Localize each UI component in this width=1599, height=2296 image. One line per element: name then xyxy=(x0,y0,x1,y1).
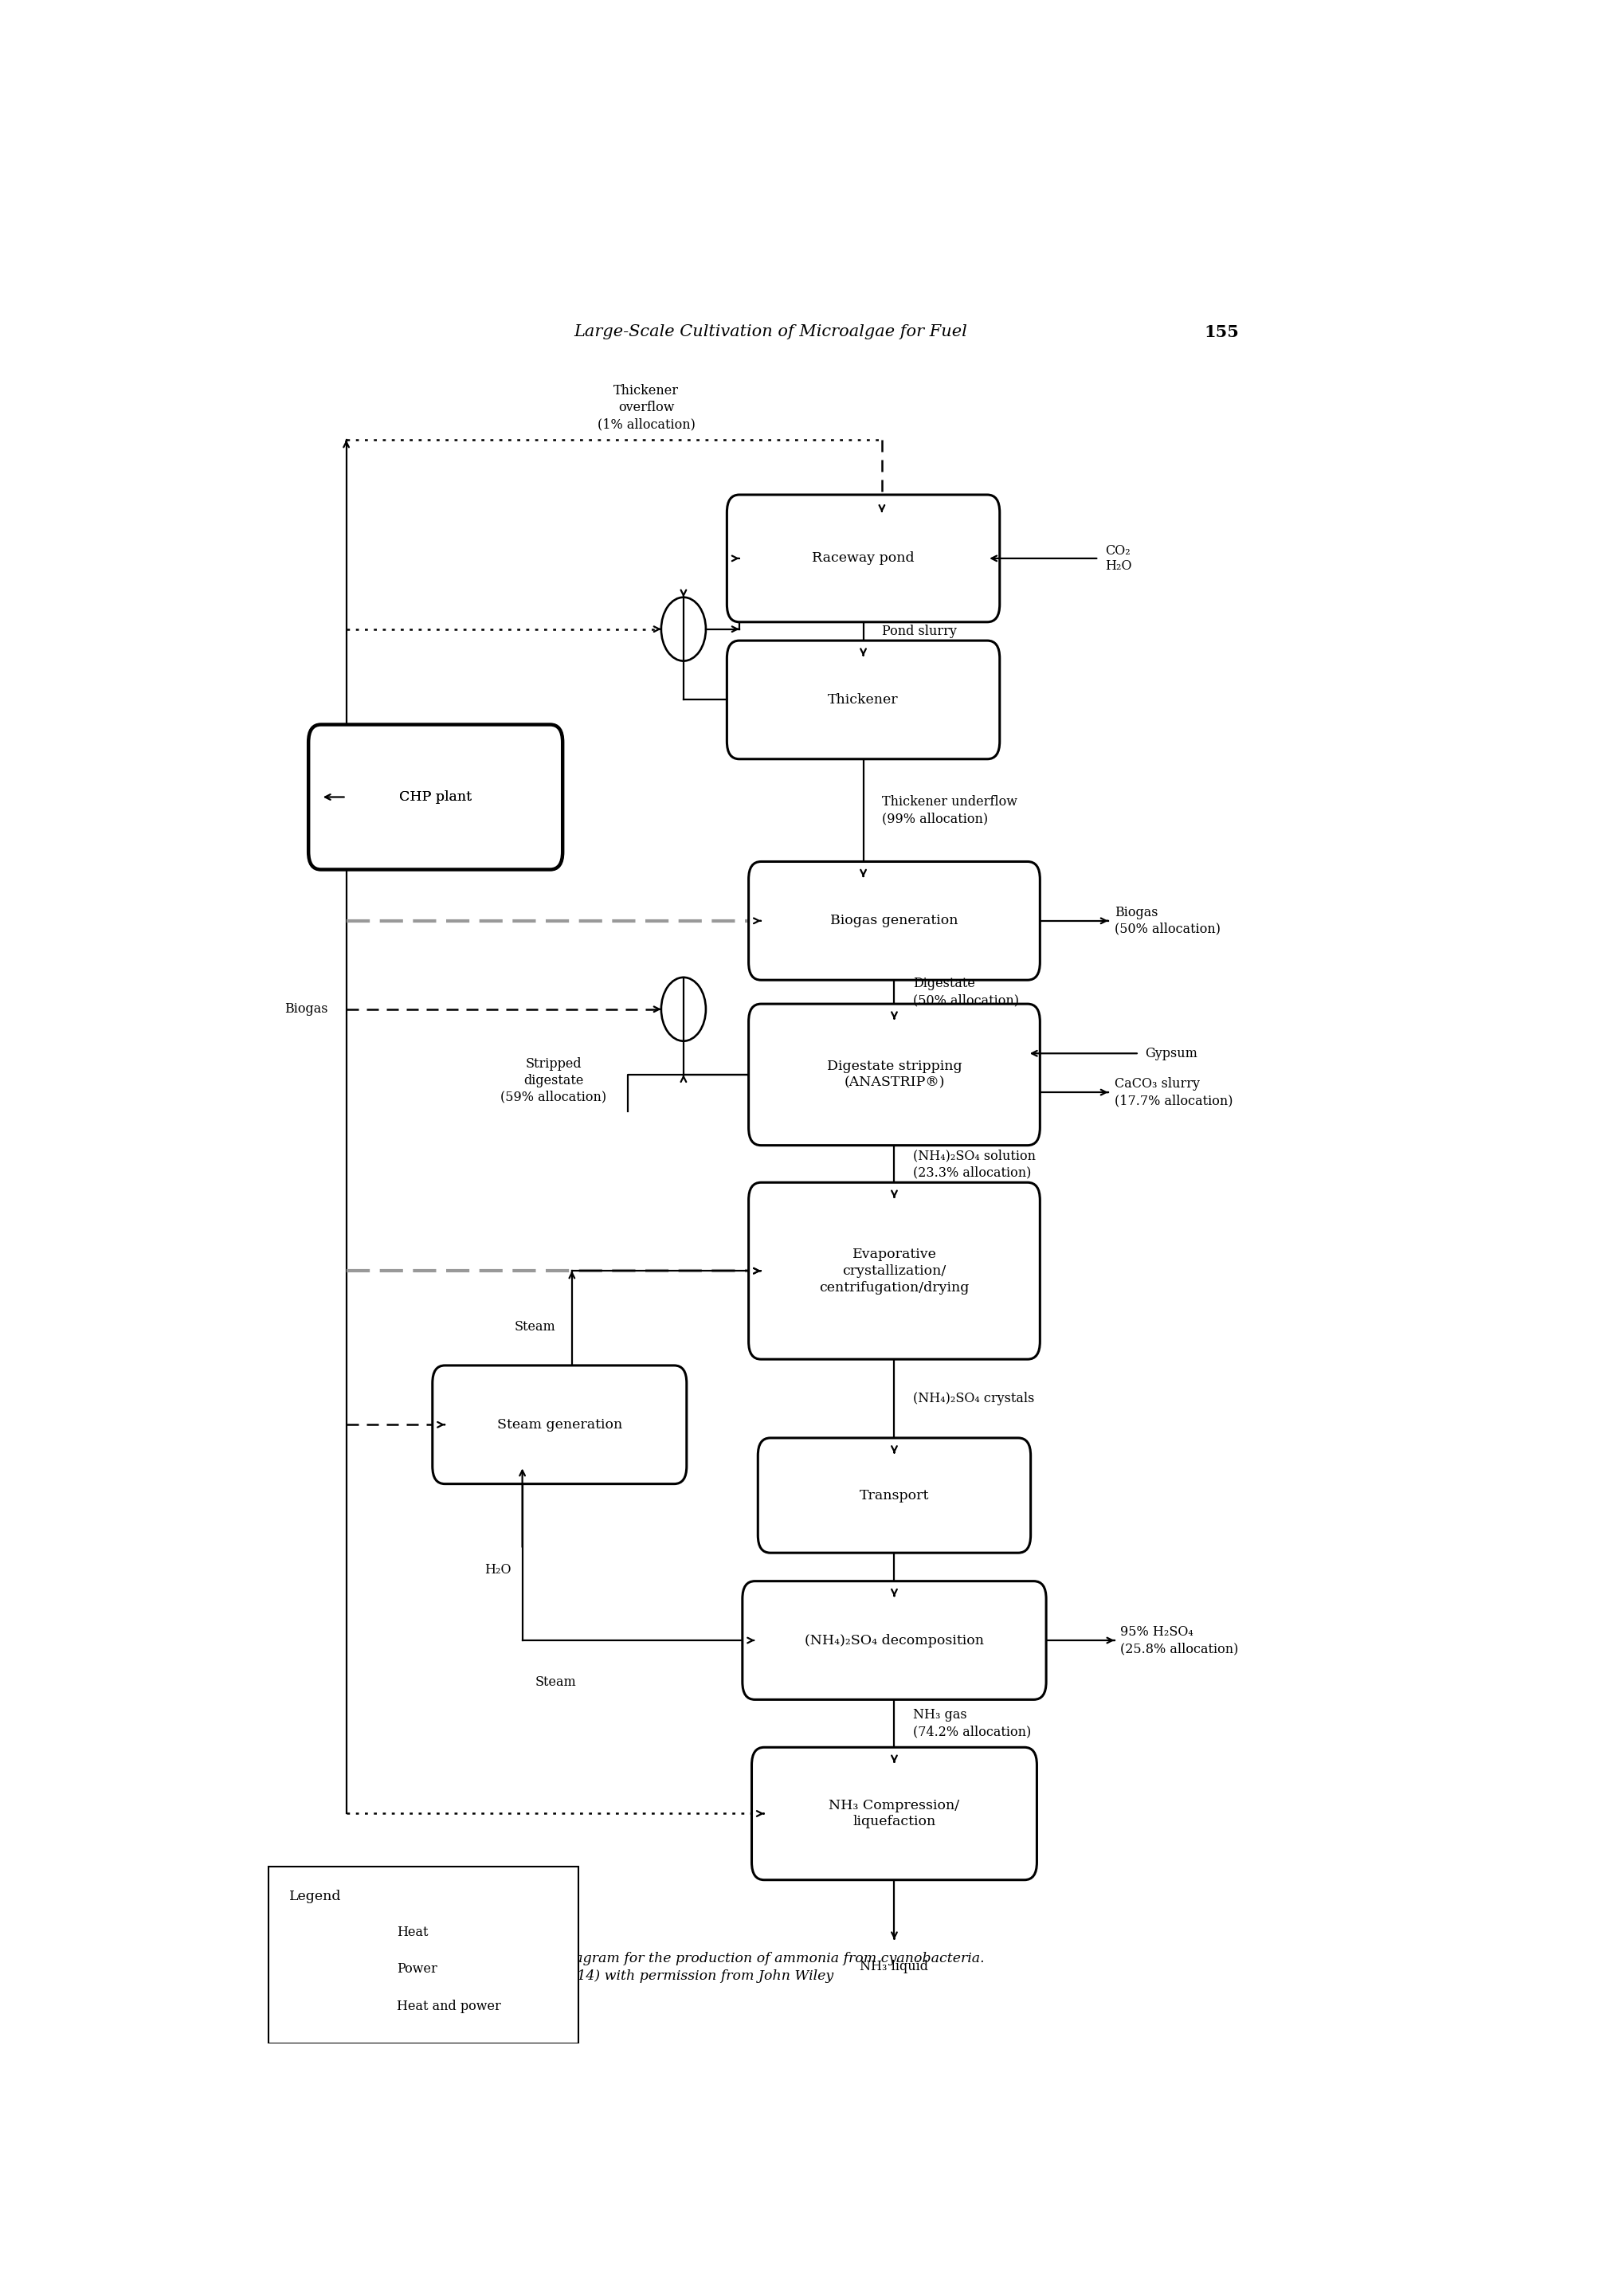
FancyBboxPatch shape xyxy=(309,726,563,870)
Text: A possible process flow diagram for the production of ammonia from cyanobacteria: A possible process flow diagram for the … xyxy=(379,1952,983,1984)
Text: 155: 155 xyxy=(1204,324,1239,340)
Text: Raceway pond: Raceway pond xyxy=(812,551,915,565)
Text: Gypsum: Gypsum xyxy=(1145,1047,1198,1061)
Text: (NH₄)₂SO₄ solution
(23.3% allocation): (NH₄)₂SO₄ solution (23.3% allocation) xyxy=(913,1148,1035,1180)
Text: Evaporative
crystallization/
centrifugation/drying: Evaporative crystallization/ centrifugat… xyxy=(819,1247,969,1295)
Text: CHP plant: CHP plant xyxy=(400,790,472,804)
Text: Legend: Legend xyxy=(289,1890,341,1903)
FancyBboxPatch shape xyxy=(726,641,999,760)
FancyBboxPatch shape xyxy=(726,494,999,622)
Text: H₂O: H₂O xyxy=(484,1564,510,1577)
FancyBboxPatch shape xyxy=(748,1182,1039,1359)
Text: Heat and power: Heat and power xyxy=(397,2000,500,2014)
Text: Biogas generation: Biogas generation xyxy=(830,914,958,928)
Text: Steam: Steam xyxy=(513,1320,555,1334)
Text: NH₃ Compression/
liquefaction: NH₃ Compression/ liquefaction xyxy=(828,1798,959,1828)
Text: Transport: Transport xyxy=(859,1488,929,1502)
Text: Steam: Steam xyxy=(534,1676,576,1690)
Text: Digestate
(50% allocation): Digestate (50% allocation) xyxy=(913,976,1019,1008)
Text: Figure 6.9: Figure 6.9 xyxy=(275,1952,353,1965)
Text: NH₃ gas
(74.2% allocation): NH₃ gas (74.2% allocation) xyxy=(913,1708,1030,1738)
Text: Thickener underflow
(99% allocation): Thickener underflow (99% allocation) xyxy=(881,794,1017,827)
Text: Stripped
digestate
(59% allocation): Stripped digestate (59% allocation) xyxy=(500,1056,606,1104)
Text: CO₂
H₂O: CO₂ H₂O xyxy=(1105,544,1130,574)
Text: Thickener
overflow
(1% allocation): Thickener overflow (1% allocation) xyxy=(596,383,696,432)
Text: Pond slurry: Pond slurry xyxy=(881,625,956,638)
FancyBboxPatch shape xyxy=(758,1437,1030,1552)
Text: 95% H₂SO₄
(25.8% allocation): 95% H₂SO₄ (25.8% allocation) xyxy=(1119,1626,1238,1655)
Text: Heat: Heat xyxy=(397,1926,429,1938)
Text: Digestate stripping
(ANASTRIP®): Digestate stripping (ANASTRIP®) xyxy=(827,1058,961,1091)
FancyBboxPatch shape xyxy=(748,1003,1039,1146)
Text: NH₃ liquid: NH₃ liquid xyxy=(860,1958,927,1972)
Text: Power: Power xyxy=(397,1963,437,1977)
FancyBboxPatch shape xyxy=(269,1867,577,2043)
Text: Biogas
(50% allocation): Biogas (50% allocation) xyxy=(1115,905,1220,937)
FancyBboxPatch shape xyxy=(742,1582,1046,1699)
FancyBboxPatch shape xyxy=(432,1366,686,1483)
Text: Thickener: Thickener xyxy=(828,693,899,707)
Text: Large-Scale Cultivation of Microalgae for Fuel: Large-Scale Cultivation of Microalgae fo… xyxy=(574,324,966,340)
Text: Steam generation: Steam generation xyxy=(497,1419,622,1430)
Text: CaCO₃ slurry
(17.7% allocation): CaCO₃ slurry (17.7% allocation) xyxy=(1115,1077,1233,1107)
Text: (NH₄)₂SO₄ crystals: (NH₄)₂SO₄ crystals xyxy=(913,1391,1035,1405)
Text: (NH₄)₂SO₄ decomposition: (NH₄)₂SO₄ decomposition xyxy=(804,1632,983,1646)
FancyBboxPatch shape xyxy=(309,726,563,870)
FancyBboxPatch shape xyxy=(748,861,1039,980)
Text: Biogas: Biogas xyxy=(285,1003,328,1015)
FancyBboxPatch shape xyxy=(752,1747,1036,1880)
Text: CHP plant: CHP plant xyxy=(400,790,472,804)
